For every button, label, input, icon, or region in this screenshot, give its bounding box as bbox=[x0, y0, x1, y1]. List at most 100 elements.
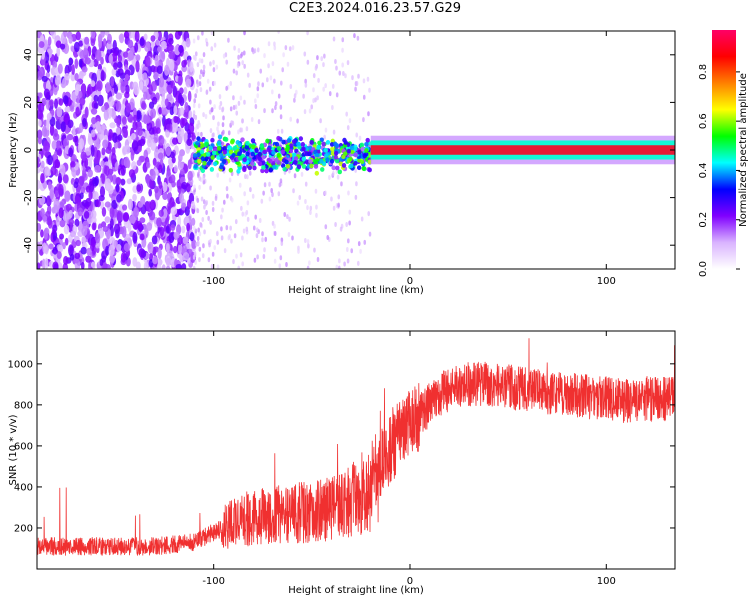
heatmap-cell bbox=[82, 168, 87, 179]
heatmap-cell bbox=[361, 166, 366, 171]
heatmap-cell bbox=[132, 185, 138, 193]
heatmap-cell bbox=[116, 210, 123, 222]
heatmap-cell bbox=[177, 75, 183, 86]
heatmap-cell bbox=[74, 252, 81, 260]
heatmap-cell bbox=[54, 75, 62, 86]
heatmap-cell bbox=[309, 205, 313, 211]
heatmap-cell bbox=[251, 144, 256, 150]
heatmap-cell bbox=[139, 80, 144, 91]
heatmap-cell bbox=[194, 126, 198, 132]
heatmap-cell bbox=[96, 80, 103, 92]
heatmap-cell bbox=[264, 236, 268, 242]
heatmap-cell bbox=[57, 148, 63, 157]
heatmap-cell bbox=[312, 73, 316, 79]
heatmap-cell bbox=[68, 57, 73, 66]
heatmap-cell bbox=[251, 193, 255, 199]
heatmap-cell bbox=[252, 225, 256, 231]
heatmap-cell bbox=[357, 73, 360, 79]
heatmap-cell bbox=[337, 265, 341, 269]
heatmap-cell bbox=[84, 57, 91, 65]
heatmap-cell bbox=[348, 209, 352, 215]
heatmap-cell bbox=[363, 239, 367, 245]
heatmap-cell bbox=[143, 33, 148, 41]
heatmap-cell bbox=[154, 185, 159, 194]
heatmap-cell bbox=[116, 244, 122, 252]
heatmap-cell bbox=[213, 245, 217, 251]
heatmap-cell bbox=[320, 167, 325, 172]
heatmap-cell bbox=[216, 140, 222, 146]
heatmap-cell bbox=[208, 86, 212, 92]
heatmap-cell bbox=[120, 178, 126, 186]
heatmap-y-tick-label: 20 bbox=[23, 96, 34, 109]
heatmap-cell bbox=[368, 231, 372, 237]
heatmap-cell bbox=[37, 136, 43, 145]
heatmap-cell bbox=[355, 132, 359, 138]
heatmap-cell bbox=[75, 239, 81, 247]
heatmap-cell bbox=[247, 165, 253, 171]
heatmap-cell bbox=[75, 31, 81, 41]
heatmap-cell bbox=[211, 206, 215, 212]
heatmap-cell bbox=[91, 210, 97, 219]
heatmap-cell bbox=[37, 222, 42, 232]
heatmap-cell bbox=[115, 176, 121, 186]
heatmap-cell bbox=[222, 115, 225, 121]
heatmap-cell bbox=[117, 68, 124, 76]
snr-axes: -100 0 100 200 400 600 800 1000 bbox=[8, 331, 675, 587]
heatmap-cell bbox=[271, 192, 274, 198]
heatmap-cell bbox=[232, 105, 236, 111]
heatmap-cell bbox=[90, 108, 98, 115]
heatmap-cell bbox=[225, 59, 228, 65]
heatmap-cell bbox=[59, 43, 66, 50]
heatmap-cell bbox=[359, 142, 365, 148]
heatmap-cell bbox=[43, 140, 50, 152]
heatmap-cell bbox=[280, 149, 286, 155]
heatmap-cell bbox=[325, 139, 331, 145]
heatmap-cell bbox=[358, 135, 362, 141]
heatmap-cell bbox=[206, 160, 212, 166]
heatmap-cell bbox=[158, 164, 163, 174]
heatmap-cell bbox=[348, 220, 351, 226]
heatmap-cell bbox=[296, 141, 301, 147]
heatmap-cell bbox=[338, 70, 342, 76]
heatmap-cell bbox=[58, 187, 64, 197]
heatmap-cell bbox=[257, 161, 263, 167]
heatmap-cell bbox=[296, 200, 300, 206]
heatmap-cell bbox=[240, 205, 243, 211]
heatmap-cell bbox=[170, 224, 176, 231]
heatmap-cell bbox=[293, 97, 296, 103]
heatmap-cell bbox=[277, 93, 281, 99]
heatmap-cell bbox=[105, 146, 112, 154]
heatmap-cell bbox=[72, 125, 76, 137]
heatmap-cell bbox=[271, 150, 276, 155]
heatmap-cell bbox=[346, 60, 350, 66]
heatmap-cell bbox=[237, 48, 241, 54]
heatmap-cell bbox=[82, 117, 87, 128]
heatmap-cell bbox=[188, 110, 193, 120]
heatmap-cell bbox=[304, 198, 307, 204]
heatmap-cell bbox=[261, 154, 266, 160]
snr-x-tick-label: 100 bbox=[597, 576, 616, 587]
heatmap-cell bbox=[331, 83, 335, 89]
heatmap-cell bbox=[267, 41, 271, 47]
heatmap-cell bbox=[324, 224, 328, 230]
heatmap-cell bbox=[80, 262, 85, 269]
heatmap-cell bbox=[44, 166, 50, 176]
heatmap-cell bbox=[259, 68, 263, 74]
heatmap-cell bbox=[342, 137, 347, 143]
heatmap-cell bbox=[298, 136, 304, 142]
heatmap-cell bbox=[40, 208, 45, 218]
heatmap-cell bbox=[228, 149, 234, 155]
heatmap-cell bbox=[197, 35, 200, 41]
heatmap-cell bbox=[112, 39, 117, 52]
heatmap-cell bbox=[341, 163, 347, 168]
heatmap-cell bbox=[108, 244, 115, 257]
heatmap-cell bbox=[217, 121, 220, 127]
heatmap-cell bbox=[158, 106, 163, 115]
heatmap-cell bbox=[277, 31, 280, 34]
heatmap-cell bbox=[316, 145, 321, 150]
heatmap-cell bbox=[142, 72, 148, 81]
heatmap-cell bbox=[239, 95, 243, 101]
snr-y-tick-label: 200 bbox=[14, 523, 33, 534]
heatmap-cell bbox=[196, 152, 201, 158]
heatmap-cell bbox=[139, 138, 146, 147]
